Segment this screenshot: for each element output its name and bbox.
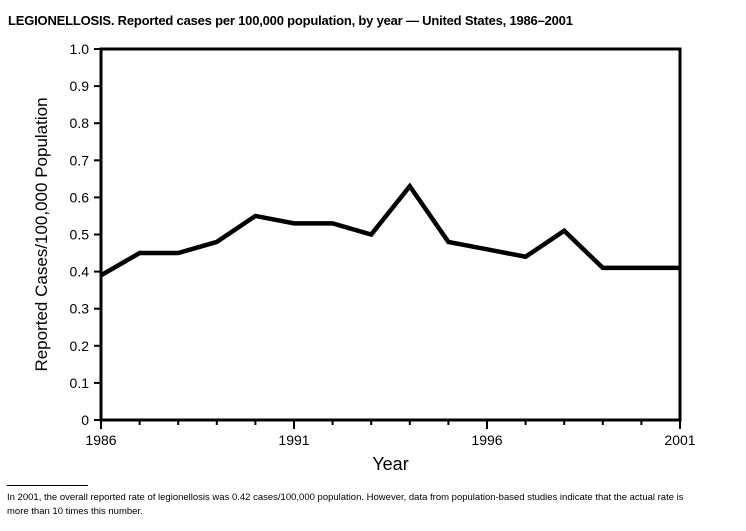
line-chart: 0 0.1 0.2 0.3 0.4 0.5 0.6 0.7 0.8 0.9 1.0 1986 1991 1… bbox=[32, 41, 696, 474]
x-axis-title: Year bbox=[372, 454, 408, 474]
plot-frame bbox=[99, 47, 682, 422]
x-tick-label: 2001 bbox=[664, 432, 695, 448]
y-tick-label: 0.8 bbox=[70, 115, 90, 131]
y-tick-label: 0.3 bbox=[70, 301, 90, 317]
y-tick-label: 0 bbox=[81, 412, 89, 428]
y-tick-label: 0.9 bbox=[70, 78, 90, 94]
footnote: In 2001, the overall reported rate of le… bbox=[7, 491, 684, 518]
data-line bbox=[99, 182, 680, 278]
y-tick-label: 0.4 bbox=[70, 264, 90, 280]
x-tick-label: 1996 bbox=[471, 432, 502, 448]
y-tick-label: 0.1 bbox=[70, 375, 90, 391]
footnote-divider bbox=[7, 485, 88, 486]
y-tick-label: 0.5 bbox=[70, 227, 90, 243]
y-tick-label: 0.2 bbox=[70, 338, 90, 354]
y-tick-label: 1.0 bbox=[70, 41, 90, 57]
footnote-line1: In 2001, the overall reported rate of le… bbox=[7, 492, 684, 503]
y-axis-title: Reported Cases/100,000 Population bbox=[32, 97, 51, 371]
chart-layer: 0 0.1 0.2 0.3 0.4 0.5 0.6 0.7 0.8 0.9 1.0 1986 1991 1… bbox=[70, 41, 696, 448]
x-tick-label: 1986 bbox=[85, 432, 116, 448]
y-tick-label: 0.6 bbox=[70, 189, 90, 205]
y-tick-label: 0.7 bbox=[70, 152, 90, 168]
figure-title: LEGIONELLOSIS. Reported cases per 100,00… bbox=[8, 13, 573, 28]
footnote-line2: more than 10 times this number. bbox=[7, 505, 143, 517]
x-tick-label: 1991 bbox=[278, 432, 309, 448]
